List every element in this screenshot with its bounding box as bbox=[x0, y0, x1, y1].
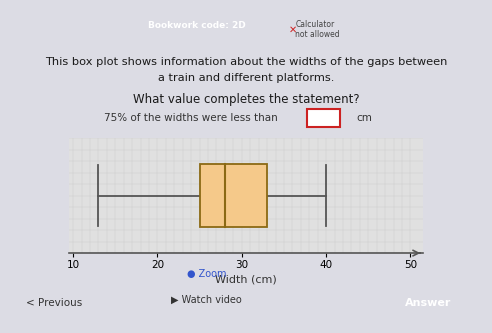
Bar bbox=[307, 109, 339, 127]
Text: ✕: ✕ bbox=[289, 25, 297, 35]
Text: What value completes the statement?: What value completes the statement? bbox=[133, 93, 359, 107]
Text: Bookwork code: 2D: Bookwork code: 2D bbox=[148, 21, 246, 30]
Text: < Previous: < Previous bbox=[26, 298, 82, 308]
Text: 75% of the widths were less than: 75% of the widths were less than bbox=[104, 113, 278, 123]
Bar bbox=[200, 164, 267, 227]
Text: Calculator: Calculator bbox=[295, 20, 335, 30]
X-axis label: Width (cm): Width (cm) bbox=[215, 274, 277, 284]
Text: Answer: Answer bbox=[405, 298, 451, 308]
Text: not allowed: not allowed bbox=[295, 30, 340, 40]
Text: ▶ Watch video: ▶ Watch video bbox=[171, 294, 242, 304]
Text: cm: cm bbox=[357, 113, 372, 123]
Text: ● Zoom: ● Zoom bbox=[187, 269, 226, 279]
Text: This box plot shows information about the widths of the gaps between: This box plot shows information about th… bbox=[45, 57, 447, 67]
Text: a train and different platforms.: a train and different platforms. bbox=[158, 73, 334, 83]
